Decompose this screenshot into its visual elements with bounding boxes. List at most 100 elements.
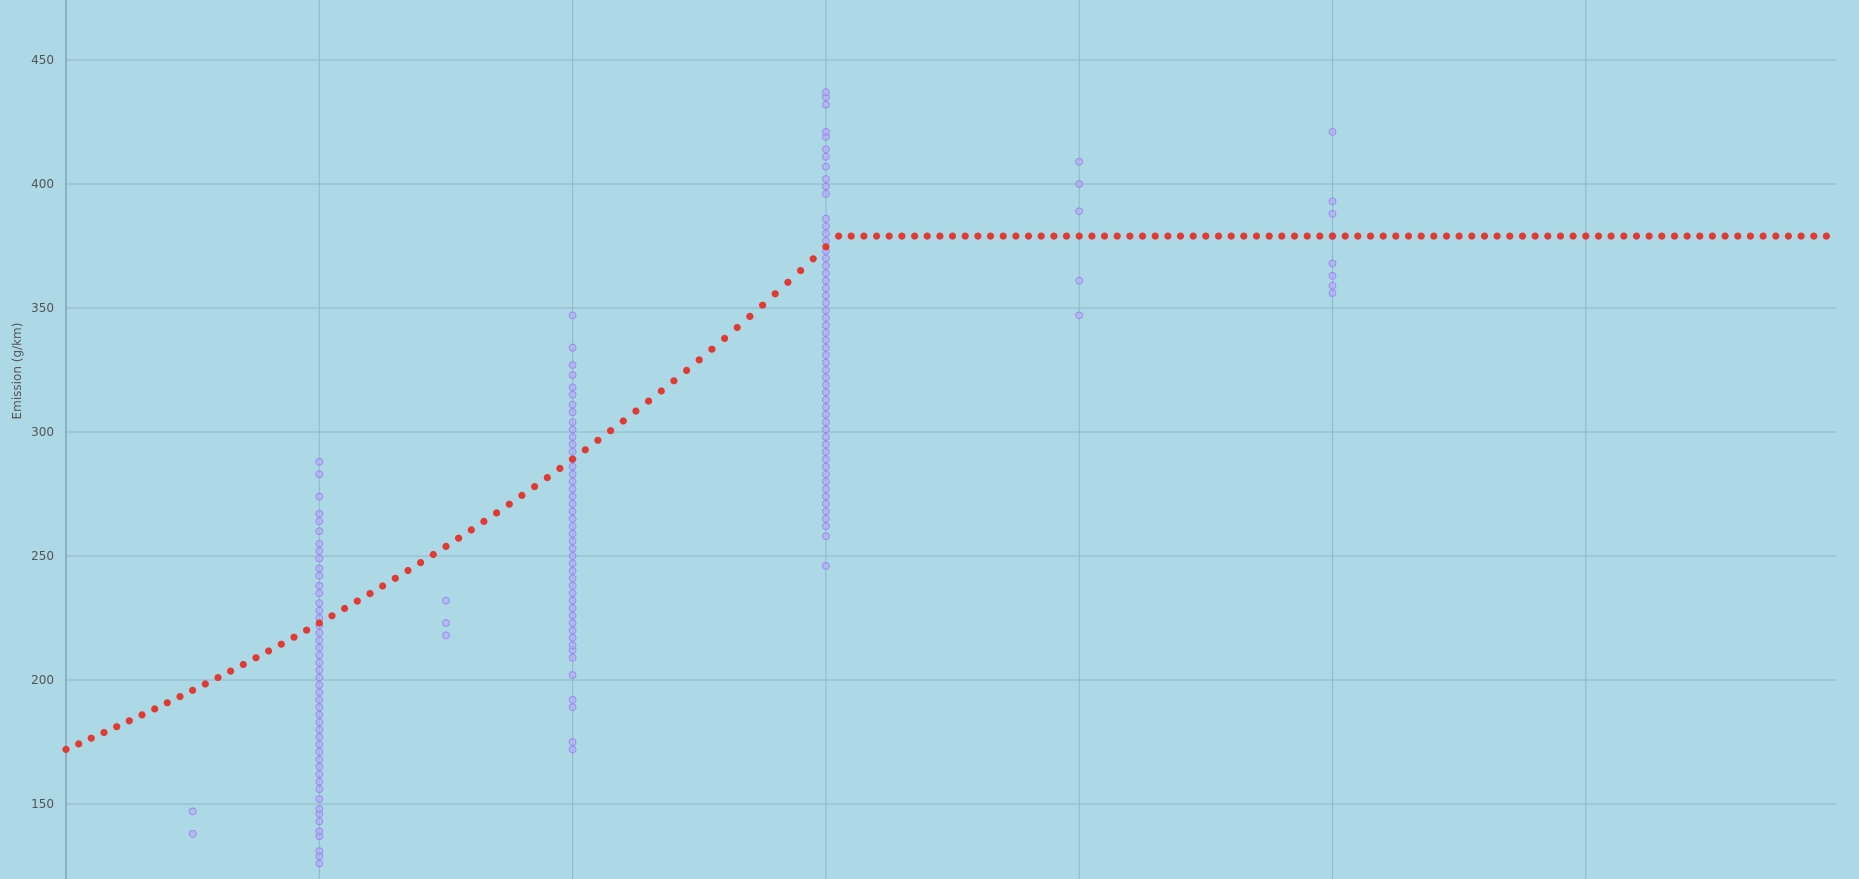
fitted-point [1607,232,1615,240]
fitted-point [948,232,957,240]
observed-point [568,400,577,409]
observed-point [568,371,577,379]
fitted-point [1797,232,1805,240]
fitted-point [1126,232,1134,240]
observed-point [568,626,577,635]
observed-point [1075,207,1084,216]
observed-point [822,470,830,479]
observed-point [568,641,577,650]
observed-point [822,447,830,456]
observed-point [315,785,324,793]
observed-point [568,574,577,583]
observed-point [568,418,577,427]
observed-point [1328,209,1337,218]
fitted-point [581,446,589,454]
fitted-point [657,387,665,395]
fitted-point [290,633,298,641]
observed-point [568,492,577,501]
observed-point [568,589,577,598]
observed-point [822,229,830,238]
observed-point [822,418,830,427]
fitted-point [189,686,197,694]
observed-point [568,383,577,392]
observed-point [315,554,324,563]
fitted-point [62,745,70,754]
fitted-curve-points [62,232,1830,754]
fitted-point [771,290,779,298]
observed-point [822,261,830,270]
observed-point [822,351,830,360]
observed-point [568,611,577,620]
observed-point [1328,259,1337,268]
fitted-point [467,526,475,534]
observed-point [315,681,324,689]
observed-point [568,559,577,568]
observed-point [1328,197,1337,206]
fitted-point [366,590,374,598]
fitted-point [1138,232,1147,240]
observed-point [315,695,324,704]
fitted-point [1265,232,1273,240]
fitted-point [442,542,450,551]
observed-point [568,619,577,627]
observed-point [822,175,830,183]
observed-point [822,425,830,434]
fitted-point [1645,232,1653,240]
fitted-point [986,232,995,240]
fitted-point [100,728,108,737]
observed-point [822,381,830,389]
observed-point [822,276,830,285]
fitted-point [1164,232,1172,240]
observed-point [1075,276,1084,285]
fitted-point [860,232,868,240]
fitted-point [619,417,627,425]
fitted-point [252,654,260,662]
observed-point [568,361,577,369]
fitted-point [113,723,121,731]
observed-point [315,457,324,466]
observed-point [315,606,324,615]
fitted-point [1531,232,1539,240]
fitted-point [163,699,171,707]
observed-point [822,343,830,352]
fitted-point [759,301,767,309]
fitted-point [1417,232,1425,240]
fitted-point [1354,232,1362,240]
observed-point [315,564,324,573]
fitted-point [227,667,235,675]
observed-point [568,738,577,746]
fitted-point [1810,232,1818,240]
observed-point [822,522,830,531]
observed-point [822,128,830,136]
observed-point [315,710,324,719]
observed-point [568,653,577,662]
observed-point [822,214,830,223]
fitted-point [1290,232,1299,240]
observed-point [822,299,830,307]
fitted-point [75,740,83,748]
fitted-point [797,267,805,275]
fitted-point [138,711,146,719]
observed-point [568,604,577,612]
observed-point [568,671,577,679]
fitted-point [1278,232,1286,240]
observed-point [822,500,830,508]
y-tick-labels: 150 200 250 300 350 400 450 [31,53,54,811]
fitted-point [721,334,729,342]
observed-point [822,366,830,374]
observed-point [568,477,577,486]
observed-point [568,544,577,553]
observed-point [568,408,577,417]
fitted-point [493,509,501,517]
observed-point [1328,128,1337,136]
observed-point [822,358,830,367]
fitted-point [683,366,691,374]
fitted-point [87,734,95,742]
fitted-point [885,232,893,240]
observed-point [315,581,324,590]
observed-point [315,859,324,868]
observed-point [822,477,830,486]
observed-point [568,552,577,560]
fitted-point [1455,232,1463,240]
